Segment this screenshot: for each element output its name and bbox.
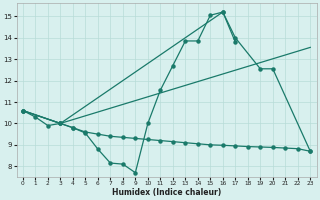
X-axis label: Humidex (Indice chaleur): Humidex (Indice chaleur) — [112, 188, 221, 197]
